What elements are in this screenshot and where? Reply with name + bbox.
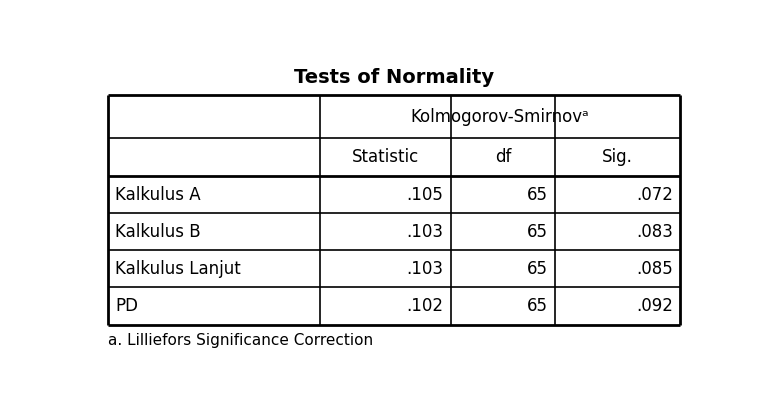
Text: PD: PD (115, 297, 138, 315)
Text: 65: 65 (527, 185, 548, 203)
Text: Kalkulus B: Kalkulus B (115, 223, 201, 241)
Text: df: df (494, 148, 511, 166)
Text: .085: .085 (636, 260, 673, 278)
Text: Kalkulus A: Kalkulus A (115, 185, 201, 203)
Text: Kolmogorov-Smirnovᵃ: Kolmogorov-Smirnovᵃ (411, 108, 589, 126)
Text: Tests of Normality: Tests of Normality (294, 67, 494, 86)
Text: .103: .103 (407, 260, 444, 278)
Text: Sig.: Sig. (602, 148, 633, 166)
Text: .102: .102 (407, 297, 444, 315)
Text: .083: .083 (636, 223, 673, 241)
Text: .103: .103 (407, 223, 444, 241)
Text: .105: .105 (407, 185, 444, 203)
Text: a. Lilliefors Significance Correction: a. Lilliefors Significance Correction (108, 332, 373, 348)
Text: Statistic: Statistic (351, 148, 419, 166)
Text: .092: .092 (636, 297, 673, 315)
Text: 65: 65 (527, 223, 548, 241)
Text: .072: .072 (636, 185, 673, 203)
Text: Kalkulus Lanjut: Kalkulus Lanjut (115, 260, 241, 278)
Text: 65: 65 (527, 260, 548, 278)
Text: 65: 65 (527, 297, 548, 315)
